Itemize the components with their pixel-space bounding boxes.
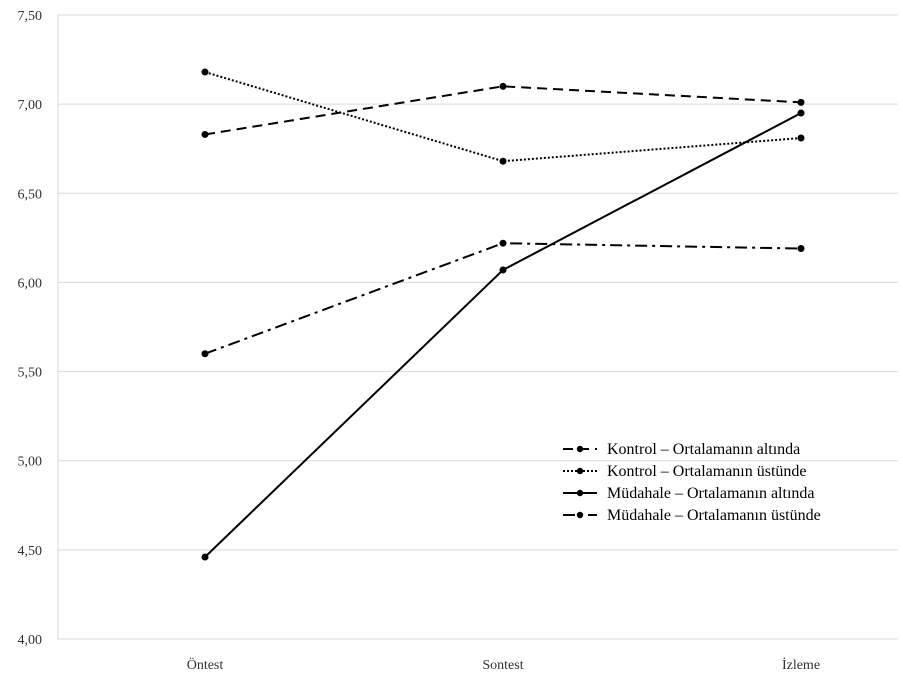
legend-label: Müdahale – Ortalamanın üstünde xyxy=(607,507,821,524)
data-point xyxy=(797,98,805,106)
data-point xyxy=(201,553,209,561)
y-tick-label: 7,00 xyxy=(18,98,43,113)
axes: 4,00 4,50 5,00 5,50 6,00 6,50 7,00 7,50 Öntest So… xyxy=(18,9,821,673)
data-point xyxy=(797,245,805,253)
series-line xyxy=(204,242,802,355)
data-point xyxy=(499,157,507,165)
data-point xyxy=(797,109,805,117)
data-point xyxy=(797,134,805,142)
legend-marker xyxy=(576,445,584,453)
y-tick-label: 4,50 xyxy=(18,544,43,559)
x-tick-label: Öntest xyxy=(187,656,224,673)
data-point xyxy=(201,130,209,138)
series-lines xyxy=(201,68,805,561)
legend-label: Kontrol – Ortalamanın altında xyxy=(607,441,800,458)
y-tick-label: 7,50 xyxy=(18,9,43,24)
data-point xyxy=(201,350,209,358)
y-tick-label: 5,00 xyxy=(18,455,43,470)
data-point xyxy=(499,239,507,247)
legend: Kontrol – Ortalamanın altında Kontrol – O… xyxy=(563,441,821,524)
y-tick-label: 6,00 xyxy=(18,276,43,291)
legend-label: Kontrol – Ortalamanın üstünde xyxy=(607,463,807,480)
legend-marker xyxy=(576,489,584,497)
legend-marker xyxy=(576,511,584,519)
data-point xyxy=(499,82,507,90)
y-tick-label: 4,00 xyxy=(18,633,43,648)
y-tick-label: 5,50 xyxy=(18,366,43,381)
data-point xyxy=(201,68,209,76)
x-tick-label: İzleme xyxy=(782,657,820,673)
y-tick-label: 6,50 xyxy=(18,187,43,202)
data-point xyxy=(499,266,507,274)
gridlines xyxy=(58,14,898,640)
legend-marker xyxy=(576,467,584,475)
x-tick-label: Sontest xyxy=(482,658,523,673)
legend-label: Müdahale – Ortalamanın altında xyxy=(607,485,814,502)
series-line xyxy=(204,85,802,136)
